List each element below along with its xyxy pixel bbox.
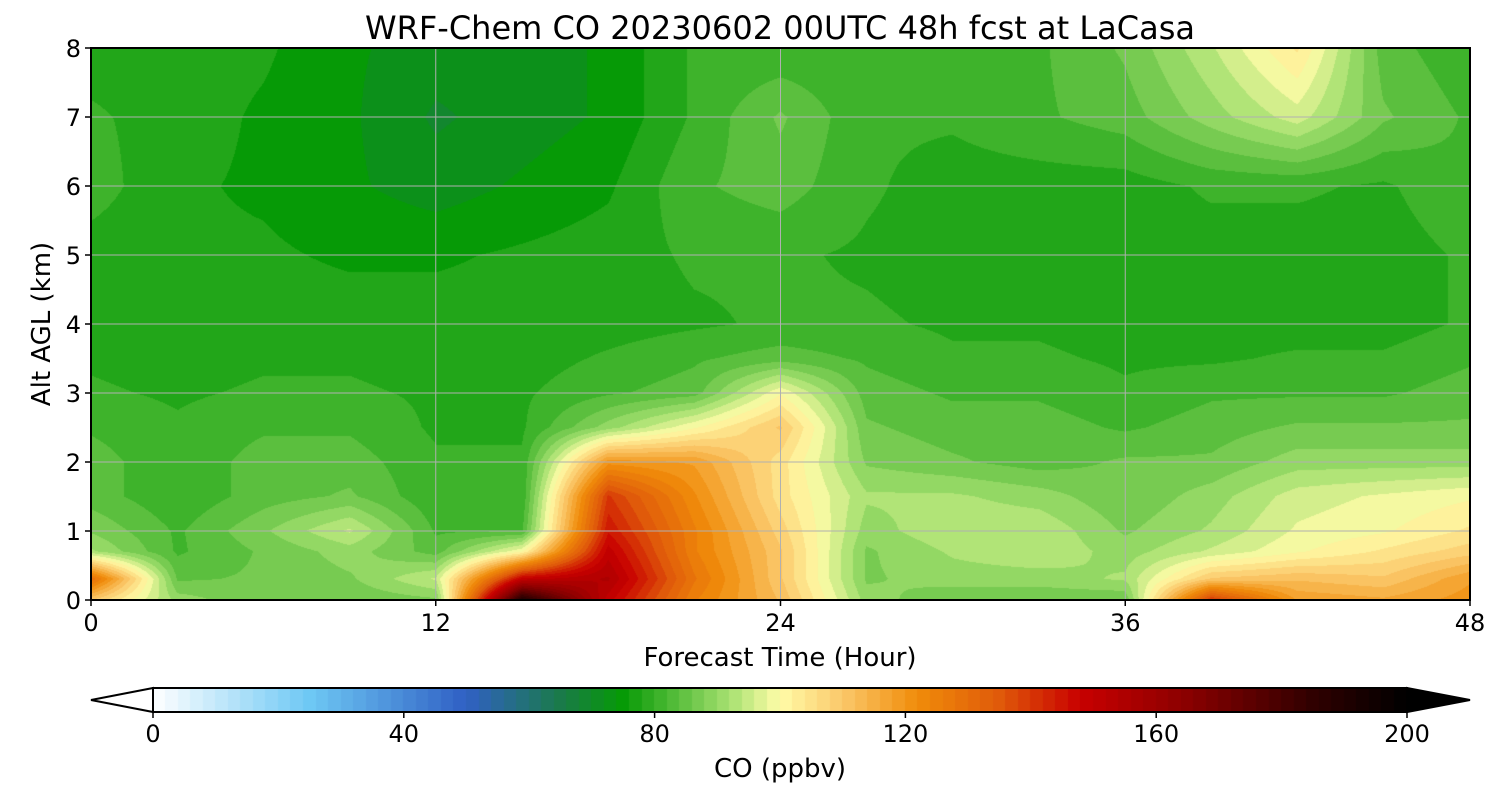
colorbar-label: CO (ppbv) bbox=[714, 754, 846, 784]
x-tick-label: 36 bbox=[1110, 609, 1141, 637]
x-axis-label: Forecast Time (Hour) bbox=[643, 643, 916, 673]
y-tick-label: 3 bbox=[66, 380, 81, 408]
y-tick-label: 7 bbox=[66, 104, 81, 132]
x-tick-label: 48 bbox=[1455, 609, 1486, 637]
x-tick-label: 12 bbox=[420, 609, 451, 637]
colorbar-gradient bbox=[153, 688, 1407, 712]
colorbar-ticks: 0 40 80 120 160 200 bbox=[145, 712, 1430, 748]
colorbar-tick-label: 0 bbox=[145, 720, 160, 748]
y-tick-label: 4 bbox=[66, 311, 81, 339]
colorbar-tick-label: 40 bbox=[389, 720, 420, 748]
colorbar-tick-label: 160 bbox=[1133, 720, 1179, 748]
y-tick-label: 1 bbox=[66, 518, 81, 546]
x-axis-ticks: 0 12 24 36 48 bbox=[83, 600, 1485, 637]
x-tick-label: 24 bbox=[765, 609, 796, 637]
chart-title: WRF-Chem CO 20230602 00UTC 48h fcst at L… bbox=[365, 9, 1195, 47]
colorbar-tick-label: 80 bbox=[639, 720, 670, 748]
colorbar: 0 40 80 120 160 200 CO (ppbv) bbox=[90, 686, 1471, 784]
colorbar-tick-label: 120 bbox=[882, 720, 928, 748]
y-axis-label: Alt AGL (km) bbox=[27, 242, 57, 406]
colorbar-extend-min bbox=[90, 686, 154, 714]
y-axis-ticks: 0 1 2 3 4 5 6 7 8 bbox=[66, 35, 91, 615]
y-tick-label: 5 bbox=[66, 242, 81, 270]
x-tick-label: 0 bbox=[83, 609, 98, 637]
colorbar-tick-label: 200 bbox=[1384, 720, 1430, 748]
y-tick-label: 0 bbox=[66, 587, 81, 615]
colorbar-frame bbox=[152, 687, 1408, 713]
y-tick-label: 2 bbox=[66, 449, 81, 477]
heatmap-plot-area bbox=[90, 47, 1471, 601]
colorbar-extend-max bbox=[1406, 686, 1471, 714]
y-tick-label: 6 bbox=[66, 173, 81, 201]
y-tick-label: 8 bbox=[66, 35, 81, 63]
